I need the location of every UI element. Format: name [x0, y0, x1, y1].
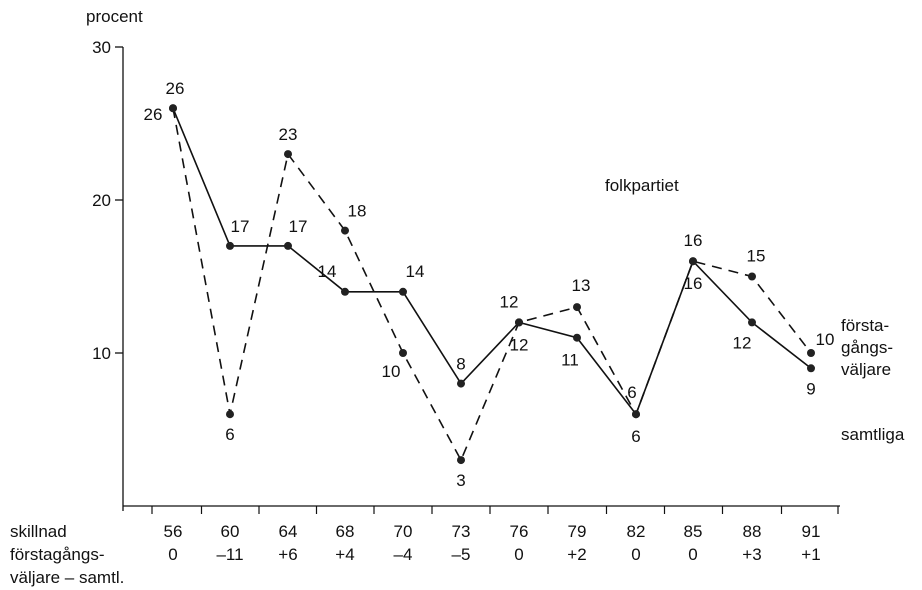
diff-label: +2	[567, 545, 586, 564]
forstagangsvaljare-value-label: 18	[348, 202, 367, 221]
forstagangsvaljare-point	[399, 349, 407, 357]
diff-row-title: väljare – samtl.	[10, 568, 124, 587]
forstagangsvaljare-value-label: 3	[456, 471, 465, 490]
samtliga-point	[573, 333, 581, 342]
samtliga-point	[457, 379, 465, 388]
forstagangsvaljare-value-label: 13	[572, 276, 591, 295]
forstagangsvaljare-point	[226, 410, 234, 419]
forstagangsvaljare-point	[573, 303, 581, 312]
diff-label: 0	[688, 545, 697, 564]
samtliga-value-label: 14	[318, 262, 337, 281]
x-tick-label: 68	[336, 522, 355, 541]
diff-label: 0	[168, 545, 177, 564]
diff-row-title: skillnad	[10, 522, 67, 541]
x-tick-label: 56	[164, 522, 183, 541]
forstagangsvaljare-line	[172, 108, 812, 462]
y-tick-label: 30	[92, 38, 111, 57]
samtliga-value-label: 11	[561, 351, 579, 370]
chart-axes	[115, 46, 840, 514]
samtliga-value-label: 17	[289, 217, 308, 236]
samtliga-point	[226, 241, 234, 250]
forstagangsvaljare-value-label: 10	[382, 362, 401, 381]
samtliga-point	[748, 318, 756, 327]
x-tick-label: 73	[452, 522, 471, 541]
forstagangsvaljare-value-label: 12	[510, 335, 529, 354]
samtliga-point	[284, 241, 292, 250]
diff-row-title: förstagångs-	[10, 545, 105, 564]
forstagangsvaljare-point	[169, 104, 177, 113]
diff-label: –4	[394, 545, 413, 564]
samtliga-value-label: 14	[406, 262, 425, 281]
chart-marks	[169, 104, 815, 465]
samtliga-line	[172, 107, 812, 416]
forstagangsvaljare-point	[748, 272, 756, 281]
y-tick-label: 10	[92, 344, 111, 363]
chart-title: folkpartiet	[605, 176, 679, 195]
forstagangsvaljare-point	[457, 456, 465, 465]
samtliga-value-label: 12	[733, 333, 752, 352]
samtliga-value-label: 9	[806, 379, 815, 398]
diff-label: 0	[631, 545, 640, 564]
x-tick-label: 60	[221, 522, 240, 541]
samtliga-value-label: 8	[456, 355, 465, 374]
forstagangsvaljare-value-label: 6	[225, 425, 234, 444]
forstagangsvaljare-point	[284, 150, 292, 159]
diff-label: +4	[335, 545, 354, 564]
forstagangsvaljare-point	[807, 349, 815, 357]
forstagangsvaljare-point	[341, 226, 349, 235]
forstagangsvaljare-value-label: 26	[144, 105, 163, 124]
x-tick-label: 79	[568, 522, 587, 541]
samtliga-value-label: 26	[166, 79, 185, 98]
x-tick-label: 85	[684, 522, 703, 541]
forstagangsvaljare-point	[515, 318, 523, 327]
samtliga-value-label: 16	[684, 231, 703, 250]
forstagangsvaljare-point	[689, 257, 697, 266]
x-tick-label: 76	[510, 522, 529, 541]
diff-label: +1	[801, 545, 820, 564]
x-tick-label: 64	[279, 522, 298, 541]
samtliga-value-label: 6	[631, 427, 640, 446]
x-tick-label: 70	[394, 522, 413, 541]
samtliga-point	[807, 364, 815, 373]
diff-label: 0	[514, 545, 523, 564]
samtliga-point	[341, 287, 349, 296]
forstagangsvaljare-value-label: 15	[747, 247, 766, 266]
forstagangsvaljare-point	[632, 410, 640, 419]
forstagangsvaljare-value-label: 16	[684, 274, 703, 293]
x-tick-label: 91	[802, 522, 821, 541]
diff-label: +6	[278, 545, 297, 564]
diff-label: +3	[742, 545, 761, 564]
forstagangsvaljare-value-label: 6	[627, 383, 636, 402]
forstagangsvaljare-series-label: väljare	[841, 360, 891, 379]
samtliga-value-label: 17	[231, 217, 250, 236]
diff-label: –11	[216, 545, 243, 564]
samtliga-value-label: 12	[500, 292, 519, 311]
samtliga-point	[399, 287, 407, 296]
diff-label: –5	[452, 545, 471, 564]
forstagangsvaljare-value-label: 10	[816, 330, 835, 349]
forstagangsvaljare-series-label: gångs-	[841, 338, 893, 357]
x-tick-label: 82	[627, 522, 646, 541]
forstagangsvaljare-series-label: första-	[841, 316, 889, 335]
x-tick-label: 88	[743, 522, 762, 541]
y-tick-label: 20	[92, 191, 111, 210]
y-axis-label: procent	[86, 7, 143, 26]
forstagangsvaljare-value-label: 23	[279, 125, 298, 144]
samtliga-series-label: samtliga	[841, 425, 905, 444]
